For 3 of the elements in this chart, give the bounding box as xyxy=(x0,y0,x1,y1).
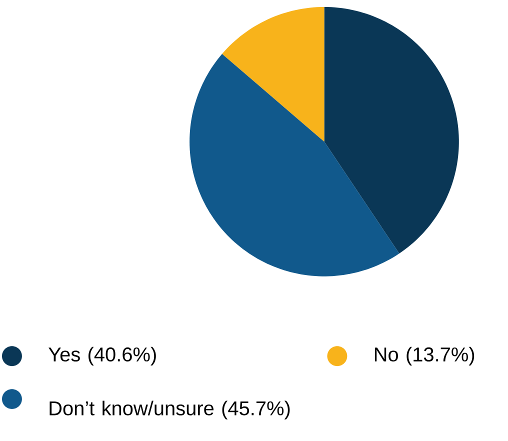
legend-label: Don’t know/unsure (45.7%) xyxy=(50,400,290,420)
legend-label: No (13.7%) xyxy=(374,346,474,366)
legend-label: Yes (40.6%) xyxy=(48,346,156,366)
